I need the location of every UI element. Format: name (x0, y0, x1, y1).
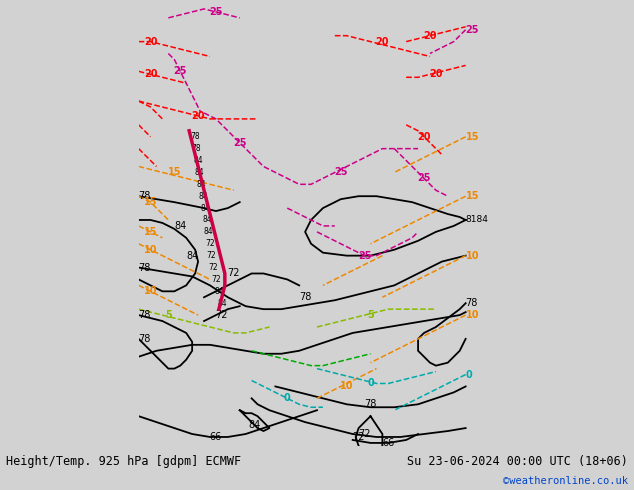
Text: 84: 84 (186, 251, 198, 261)
Text: ©weatheronline.co.uk: ©weatheronline.co.uk (503, 476, 628, 486)
Text: 25: 25 (233, 138, 247, 147)
Text: 20: 20 (144, 69, 157, 79)
Text: 66: 66 (210, 432, 222, 442)
Text: 72: 72 (211, 275, 221, 284)
Text: 15: 15 (167, 168, 181, 177)
Text: 78: 78 (139, 310, 151, 320)
Text: 72: 72 (216, 310, 228, 320)
Text: 5: 5 (367, 310, 374, 320)
Text: 20: 20 (417, 132, 430, 142)
Text: 78: 78 (139, 263, 151, 272)
Text: 5: 5 (165, 310, 172, 320)
Text: 10: 10 (465, 251, 479, 261)
Text: 84: 84 (217, 299, 227, 308)
Text: 84: 84 (249, 420, 261, 430)
Text: 78: 78 (190, 132, 200, 141)
Text: 20: 20 (191, 111, 205, 121)
Text: 8184: 8184 (465, 216, 489, 224)
Text: 15: 15 (465, 132, 479, 142)
Text: 72: 72 (353, 432, 365, 442)
Text: 72: 72 (205, 239, 215, 248)
Text: 25: 25 (358, 251, 372, 261)
Text: 20: 20 (429, 69, 443, 79)
Text: 25: 25 (465, 24, 479, 35)
Text: 84: 84 (214, 287, 224, 296)
Text: 25: 25 (209, 7, 223, 17)
Text: 78: 78 (191, 144, 201, 153)
Text: 20: 20 (376, 37, 389, 47)
Text: 72: 72 (228, 269, 240, 278)
Text: Height/Temp. 925 hPa [gdpm] ECMWF: Height/Temp. 925 hPa [gdpm] ECMWF (6, 455, 242, 468)
Text: 20: 20 (144, 37, 157, 47)
Text: 78: 78 (139, 191, 151, 201)
Text: 0: 0 (465, 369, 472, 380)
Text: 25: 25 (417, 173, 430, 183)
Text: 10: 10 (144, 245, 157, 255)
Text: 84: 84 (198, 192, 208, 201)
Text: 72: 72 (208, 263, 217, 272)
Text: 84: 84 (200, 203, 210, 213)
Text: 15: 15 (144, 197, 157, 207)
Text: 78: 78 (139, 334, 151, 344)
Text: 25: 25 (334, 168, 347, 177)
Text: 0: 0 (367, 378, 374, 389)
Text: 84: 84 (202, 216, 212, 224)
Text: 84: 84 (195, 168, 204, 177)
Text: 0: 0 (284, 393, 290, 403)
Text: 15: 15 (465, 191, 479, 201)
Text: 78: 78 (365, 399, 377, 409)
Text: 66: 66 (382, 438, 394, 448)
Text: 25: 25 (174, 66, 187, 76)
Text: 20: 20 (424, 31, 437, 41)
Text: 84: 84 (193, 156, 203, 165)
Text: 84: 84 (197, 180, 206, 189)
Text: 72: 72 (206, 251, 216, 260)
Text: 78: 78 (299, 292, 311, 302)
Text: Su 23-06-2024 00:00 UTC (18+06): Su 23-06-2024 00:00 UTC (18+06) (407, 455, 628, 468)
Text: 15: 15 (144, 227, 157, 237)
Text: 72: 72 (358, 429, 371, 439)
Text: 78: 78 (465, 298, 478, 308)
Text: 10: 10 (465, 310, 479, 320)
Text: 84: 84 (204, 227, 214, 236)
Text: 10: 10 (340, 381, 354, 392)
Text: 84: 84 (174, 221, 186, 231)
Text: 10: 10 (144, 286, 157, 296)
